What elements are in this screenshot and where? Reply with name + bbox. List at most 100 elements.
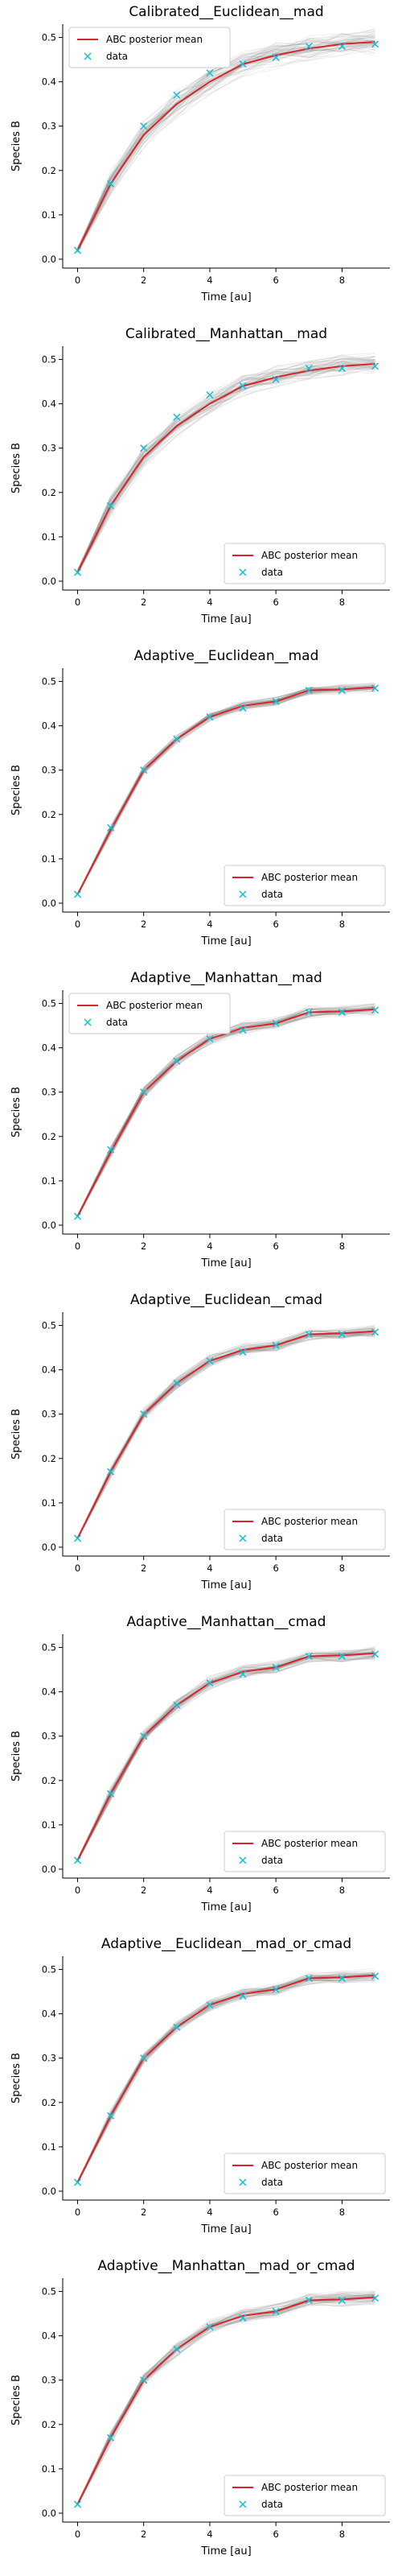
chart-panel-6: Adaptive__Manhattan__cmad 0 2 4 6 8 0.0 0.1 0.2 0… (10, 1614, 390, 1913)
sample-trajectory (77, 353, 375, 570)
mean-line (76, 686, 375, 895)
sample-trajectory (77, 1009, 375, 1216)
data-point (206, 713, 214, 721)
x-tick-label: 0 (75, 2207, 80, 2218)
data-point (140, 122, 148, 130)
data-point (239, 1348, 247, 1356)
sample-trajectory (77, 35, 375, 251)
sample-trajectory (77, 1331, 375, 1540)
sample-trajectory (77, 356, 375, 572)
sample-trajectory (77, 1007, 375, 1216)
chart-panel-8: Adaptive__Manhattan__mad_or_cmad 0 2 4 6 8 0.0… (10, 2258, 390, 2557)
sample-trajectory (77, 1974, 375, 2183)
sample-trajectory (77, 687, 375, 895)
y-tick-label: 0.4 (42, 76, 56, 88)
sample-trajectory (77, 2293, 375, 2504)
y-tick-label: 0.0 (42, 2508, 56, 2519)
sample-trajectory (77, 2299, 375, 2505)
data-point (173, 91, 181, 99)
sample-trajectory (77, 2298, 375, 2504)
sample-trajectory (77, 1327, 375, 1538)
sample-trajectory (77, 686, 375, 895)
x-axis-label: Time [au] (200, 1579, 251, 1591)
sample-trajectory (77, 1332, 375, 1540)
sample-trajectory (77, 1010, 375, 1218)
sample-trajectory (77, 1975, 375, 2184)
legend: ABC posterior mean data (68, 993, 231, 1034)
sample-trajectory (77, 2302, 375, 2505)
chart-panel-1: Calibrated__Euclidean__mad 0 2 4 6 8 0.0 0.1 0.2… (10, 4, 390, 303)
sample-trajectory (77, 1328, 375, 1538)
sample-trajectory (77, 683, 375, 895)
sample-trajectory (77, 1328, 375, 1539)
legend: ABC posterior mean data (68, 27, 231, 68)
y-axis-label: Species B (10, 2375, 23, 2425)
sample-trajectory (77, 1657, 375, 1863)
sample-trajectory (77, 2300, 375, 2505)
sample-trajectory (77, 2297, 375, 2504)
chart-panel-7: Adaptive__Euclidean__mad_or_cmad 0 2 4 6 8 0.0… (10, 1936, 390, 2235)
data-point (371, 1006, 379, 1014)
sample-trajectory (77, 32, 375, 249)
sample-trajectory (77, 1657, 375, 1863)
y-axis-label: Species B (10, 443, 23, 493)
data-point (173, 2345, 181, 2353)
axes-spines (62, 2278, 390, 2523)
sample-trajectory (77, 687, 375, 895)
legend-label: ABC posterior mean (261, 550, 358, 561)
sample-trajectory (77, 35, 375, 250)
x-tick-label: 8 (339, 2529, 345, 2540)
sample-trajectory (77, 1008, 375, 1218)
y-tick-label: 0.1 (42, 2463, 56, 2475)
y-tick-label: 0.2 (42, 165, 56, 176)
sample-trajectory (77, 1010, 375, 1217)
mean-line (76, 1974, 375, 2183)
data-point (173, 1057, 181, 1065)
sample-trajectory (77, 1973, 375, 2182)
sample-trajectory (77, 2291, 375, 2505)
sample-trajectory (77, 687, 375, 895)
sample-trajectory (77, 1656, 375, 1860)
x-tick-label: 8 (339, 1885, 345, 1896)
data-point (338, 365, 346, 373)
sample-trajectory (77, 687, 375, 896)
data-point (305, 1975, 313, 1983)
sample-trajectory (77, 1970, 375, 2182)
legend-marker-swatch (84, 1018, 92, 1026)
sample-trajectory (77, 356, 375, 572)
sample-trajectory (77, 363, 375, 574)
sample-trajectory (77, 1974, 375, 2183)
data-point (140, 1088, 148, 1096)
sample-trajectory (77, 1650, 375, 1860)
legend: ABC posterior mean data (224, 2475, 386, 2516)
sample-trajectory (77, 1975, 375, 2183)
data-point (338, 2297, 346, 2305)
legend-marker-swatch (239, 2500, 247, 2508)
y-tick-label: 0.2 (42, 487, 56, 498)
sample-trajectory (77, 1977, 375, 2183)
sample-trajectory (77, 1334, 375, 1540)
sample-trajectory (77, 2300, 375, 2505)
sample-trajectory (77, 1974, 375, 2182)
legend-marker-swatch (239, 1856, 247, 1864)
sample-trajectory (77, 1005, 375, 1217)
sample-trajectory (77, 365, 375, 576)
x-tick-label: 8 (339, 1563, 345, 1574)
y-tick-label: 0.3 (42, 1731, 56, 1742)
sample-trajectory (77, 1008, 375, 1217)
sample-trajectory (77, 1013, 375, 1218)
sample-trajectory (77, 365, 375, 573)
sample-trajectory (77, 355, 375, 571)
data-point (173, 735, 181, 743)
sample-trajectory (77, 48, 375, 252)
sample-trajectory (77, 1977, 375, 2184)
sample-trajectory (77, 1333, 375, 1539)
y-axis-label: Species B (10, 121, 23, 171)
sample-trajectory (77, 1332, 375, 1538)
sample-trajectory (77, 1656, 375, 1861)
y-tick-label: 0.5 (42, 2286, 56, 2297)
sample-trajectory (77, 1333, 375, 1539)
legend-label: data (261, 567, 283, 578)
legend-box (224, 543, 386, 584)
sample-trajectory (77, 1330, 375, 1538)
